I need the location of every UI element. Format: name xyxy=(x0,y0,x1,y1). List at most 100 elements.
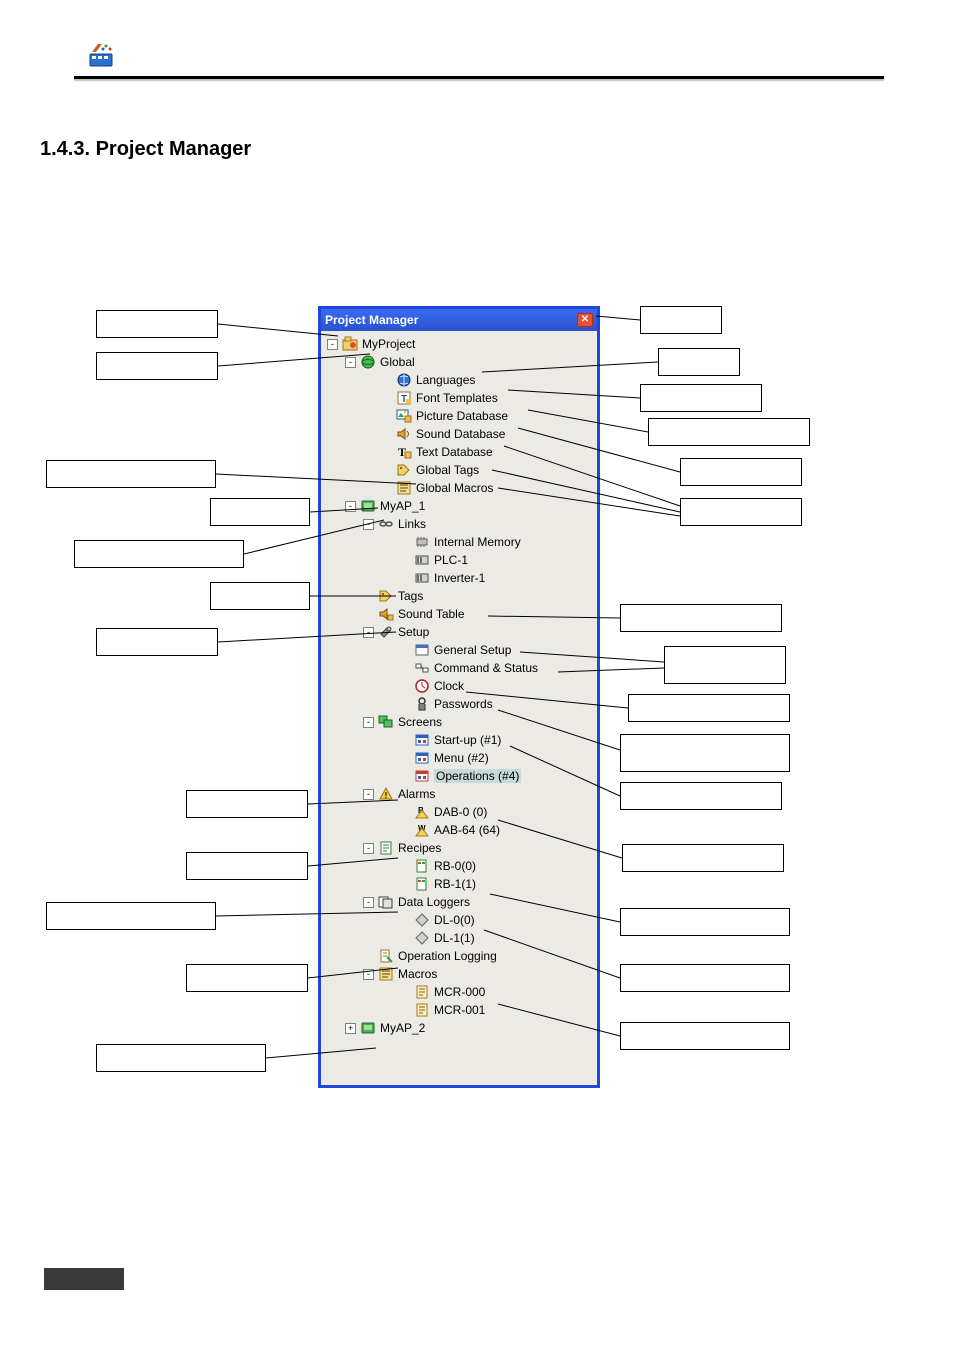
window-icon xyxy=(414,642,430,658)
callout-box xyxy=(210,582,310,610)
node-label: Alarms xyxy=(398,787,435,801)
callout-box xyxy=(620,782,782,810)
tree-node-links[interactable]: - Links xyxy=(327,515,597,533)
tree-node-dl0[interactable]: DL-0(0) xyxy=(327,911,597,929)
node-label: Sound Database xyxy=(416,427,505,441)
tree-node-dl1[interactable]: DL-1(1) xyxy=(327,929,597,947)
toggle-icon[interactable]: - xyxy=(363,969,374,980)
tree-node-text-database[interactable]: T Text Database xyxy=(327,443,597,461)
callout-box xyxy=(680,498,802,526)
tree-node-mcr000[interactable]: MCR-000 xyxy=(327,983,597,1001)
toggle-icon[interactable]: - xyxy=(327,339,338,350)
tree-node-setup[interactable]: - Setup xyxy=(327,623,597,641)
command-icon xyxy=(414,660,430,676)
tree-node-screen-menu[interactable]: Menu (#2) xyxy=(327,749,597,767)
node-label: Languages xyxy=(416,373,475,387)
tree-node-sound-table[interactable]: Sound Table xyxy=(327,605,597,623)
tree-node-global[interactable]: - Global xyxy=(327,353,597,371)
toggle-icon[interactable]: - xyxy=(345,357,356,368)
callout-box xyxy=(46,902,216,930)
tree-node-command-status[interactable]: Command & Status xyxy=(327,659,597,677)
macros-icon xyxy=(378,966,394,982)
dl-item-icon xyxy=(414,930,430,946)
callout-box xyxy=(74,540,244,568)
node-label: MyAP_1 xyxy=(380,499,425,513)
node-label: DL-1(1) xyxy=(434,931,475,945)
tree-node-passwords[interactable]: Passwords xyxy=(327,695,597,713)
node-label: Recipes xyxy=(398,841,441,855)
tree-node-project[interactable]: - MyProject xyxy=(327,335,597,353)
tree-node-font-templates[interactable]: T Font Templates xyxy=(327,389,597,407)
tree-node-clock[interactable]: Clock xyxy=(327,677,597,695)
toggle-icon[interactable]: - xyxy=(363,789,374,800)
tree-node-general-setup[interactable]: General Setup xyxy=(327,641,597,659)
tree-node-ap1[interactable]: - MyAP_1 xyxy=(327,497,597,515)
tree-node-picture-database[interactable]: Picture Database xyxy=(327,407,597,425)
callout-box xyxy=(186,852,308,880)
node-label: Picture Database xyxy=(416,409,508,423)
callout-box xyxy=(640,384,762,412)
tree-node-alarm-dab0[interactable]: B DAB-0 (0) xyxy=(327,803,597,821)
device-icon xyxy=(360,498,376,514)
node-label: Text Database xyxy=(416,445,493,459)
password-icon xyxy=(414,696,430,712)
project-manager-panel: Project Manager ✕ - MyProject - Global L… xyxy=(318,306,600,1088)
toggle-icon[interactable]: + xyxy=(345,1023,356,1034)
callout-box xyxy=(186,964,308,992)
toggle-icon[interactable]: - xyxy=(363,717,374,728)
globe-icon xyxy=(396,372,412,388)
tree-node-global-tags[interactable]: Global Tags xyxy=(327,461,597,479)
callout-box xyxy=(96,1044,266,1072)
tree-node-global-macros[interactable]: Global Macros xyxy=(327,479,597,497)
section-title: 1.4.3. Project Manager xyxy=(40,138,251,161)
panel-titlebar[interactable]: Project Manager ✕ xyxy=(321,309,597,331)
callout-box xyxy=(620,604,782,632)
toggle-icon[interactable]: - xyxy=(363,843,374,854)
page-footer-block xyxy=(44,1268,124,1290)
node-label: Setup xyxy=(398,625,429,639)
toggle-icon[interactable]: - xyxy=(363,897,374,908)
toggle-icon[interactable]: - xyxy=(363,519,374,530)
tags-icon xyxy=(396,462,412,478)
node-label: Macros xyxy=(398,967,437,981)
tree-node-mcr001[interactable]: MCR-001 xyxy=(327,1001,597,1019)
callout-box xyxy=(96,352,218,380)
dl-item-icon xyxy=(414,912,430,928)
callout-box xyxy=(628,694,790,722)
tree-node-languages[interactable]: Languages xyxy=(327,371,597,389)
callout-box xyxy=(622,844,784,872)
callout-box xyxy=(648,418,810,446)
close-icon[interactable]: ✕ xyxy=(577,313,593,327)
tree-node-ap2[interactable]: + MyAP_2 xyxy=(327,1019,597,1037)
font-icon: T xyxy=(396,390,412,406)
tree-node-recipe-rb1[interactable]: RB-1(1) xyxy=(327,875,597,893)
callout-box xyxy=(640,306,722,334)
alarm-icon: ! xyxy=(378,786,394,802)
callout-box xyxy=(96,310,218,338)
tree-node-operation-logging[interactable]: Operation Logging xyxy=(327,947,597,965)
page-left-margin xyxy=(0,0,44,1350)
tree-node-recipes[interactable]: - Recipes xyxy=(327,839,597,857)
toggle-icon[interactable]: - xyxy=(345,501,356,512)
project-icon xyxy=(342,336,358,352)
tree-node-macros[interactable]: - Macros xyxy=(327,965,597,983)
tree-node-alarms[interactable]: - ! Alarms xyxy=(327,785,597,803)
tree-node-sound-database[interactable]: Sound Database xyxy=(327,425,597,443)
tree-node-inverter1[interactable]: Inverter-1 xyxy=(327,569,597,587)
toggle-icon[interactable]: - xyxy=(363,627,374,638)
tree-node-alarm-aab64[interactable]: W AAB-64 (64) xyxy=(327,821,597,839)
node-label: Clock xyxy=(434,679,464,693)
tree-node-internal-memory[interactable]: Internal Memory xyxy=(327,533,597,551)
node-label: DAB-0 (0) xyxy=(434,805,487,819)
tree-node-screens[interactable]: - Screens xyxy=(327,713,597,731)
tree-node-recipe-rb0[interactable]: RB-0(0) xyxy=(327,857,597,875)
plc-icon xyxy=(414,552,430,568)
callout-box xyxy=(620,964,790,992)
screen-icon xyxy=(414,732,430,748)
tree-node-dataloggers[interactable]: - Data Loggers xyxy=(327,893,597,911)
tree-node-tags[interactable]: Tags xyxy=(327,587,597,605)
tree-node-plc1[interactable]: PLC-1 xyxy=(327,551,597,569)
tree-node-screen-operations[interactable]: Operations (#4) xyxy=(327,767,597,785)
tree-view[interactable]: - MyProject - Global Languages T Font Te… xyxy=(321,331,597,1041)
tree-node-screen-startup[interactable]: Start-up (#1) xyxy=(327,731,597,749)
